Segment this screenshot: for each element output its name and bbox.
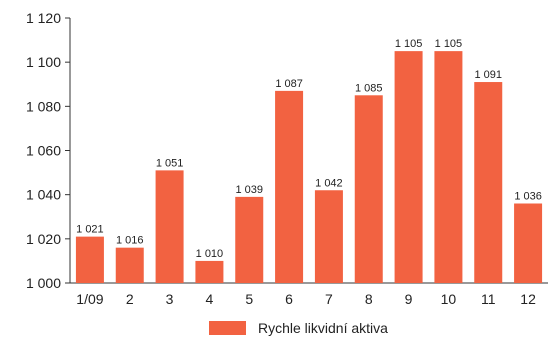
bar [434,51,463,283]
bars: 1 021 1 016 1 051 1 010 1 039 1 087 1 042 1 085… [75,38,543,284]
legend: Rychle likvidní aktiva [209,320,388,336]
x-tick-label: 1/09 [76,291,103,307]
bar-value-label: 1 051 [156,157,184,169]
bar [275,90,304,283]
y-tick-label: 1 040 [26,187,61,203]
bar [75,236,104,283]
x-tick-label: 7 [325,291,333,307]
y-tick-label: 1 080 [26,98,61,114]
bar [514,203,543,283]
x-tick-label: 11 [481,291,496,307]
bar-value-label: 1 016 [116,235,144,247]
bar-value-label: 1 087 [275,78,303,90]
bar [474,82,503,284]
x-tick-label: 2 [126,291,134,307]
bar-value-label: 1 036 [514,191,542,203]
bar-value-label: 1 105 [435,38,463,50]
x-tick-label: 8 [365,291,373,307]
x-tick-label: 4 [206,291,214,307]
bar-value-label: 1 085 [355,82,383,94]
x-tick-label: 3 [166,291,174,307]
y-tick-label: 1 120 [26,10,61,26]
x-axis: 1/09 2 3 4 5 6 7 8 9 10 11 12 [70,282,548,307]
bar-value-label: 1 010 [196,248,224,260]
x-tick-label: 6 [285,291,293,307]
y-tick-label: 1 020 [26,231,61,247]
bar-value-label: 1 042 [315,177,343,189]
bar-value-label: 1 021 [76,224,104,236]
bar [394,51,423,283]
bar [235,196,264,283]
legend-swatch [209,321,246,335]
y-tick-label: 1 100 [26,54,61,70]
legend-label: Rychle likvidní aktiva [258,320,388,336]
y-tick-label: 1 060 [26,143,61,159]
bar [314,190,343,283]
bar [195,260,224,283]
bar [155,170,184,283]
bar-value-label: 1 105 [395,38,423,50]
bar [115,247,144,283]
x-tick-label: 10 [441,291,457,307]
x-tick-label: 12 [520,291,536,307]
bar [354,95,383,284]
y-tick-label: 1 000 [26,275,61,291]
bar-value-label: 1 039 [235,184,263,196]
y-axis: 1 000 1 020 1 040 1 060 1 080 1 100 1 120 [26,10,71,291]
x-tick-label: 9 [405,291,413,307]
x-tick-label: 5 [245,291,253,307]
bar-value-label: 1 091 [474,69,502,81]
